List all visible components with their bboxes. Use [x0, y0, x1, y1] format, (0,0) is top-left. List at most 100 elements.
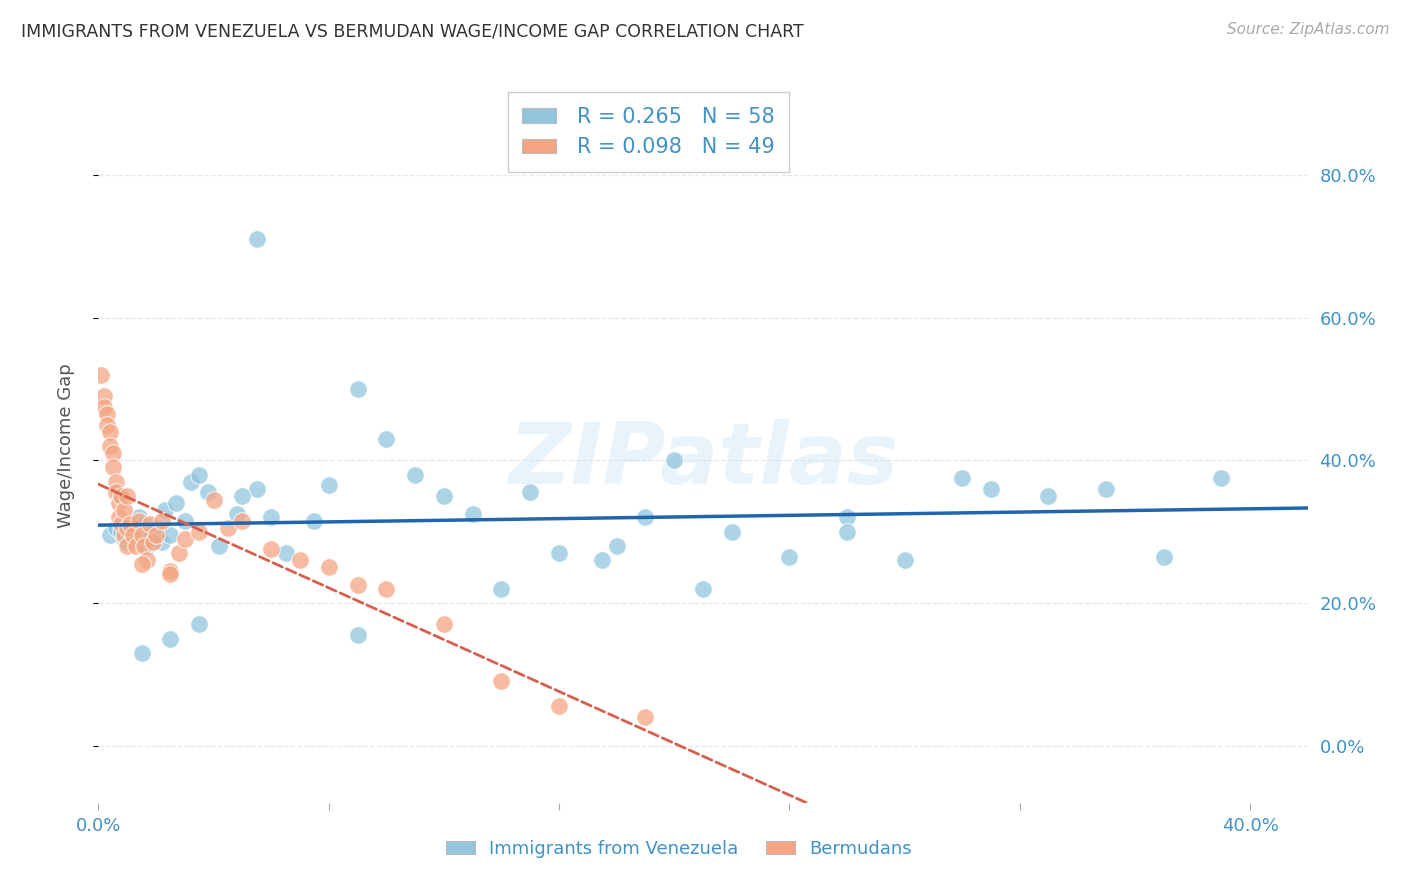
Point	[110, 524, 132, 539]
Point	[101, 446, 124, 460]
Point	[112, 528, 135, 542]
Point	[548, 699, 571, 714]
Point	[720, 524, 742, 539]
Point	[145, 521, 167, 535]
Point	[173, 532, 195, 546]
Point	[950, 471, 973, 485]
Point	[433, 489, 456, 503]
Point	[131, 528, 153, 542]
Point	[606, 539, 628, 553]
Point	[318, 560, 340, 574]
Point	[692, 582, 714, 596]
Point	[96, 417, 118, 432]
Point	[304, 514, 326, 528]
Point	[122, 517, 145, 532]
Point	[159, 528, 181, 542]
Point	[136, 539, 159, 553]
Point	[142, 535, 165, 549]
Point	[634, 710, 657, 724]
Legend: Immigrants from Venezuela, Bermudans: Immigrants from Venezuela, Bermudans	[439, 833, 920, 865]
Point	[346, 382, 368, 396]
Point	[197, 485, 219, 500]
Point	[107, 496, 129, 510]
Point	[159, 564, 181, 578]
Point	[231, 489, 253, 503]
Point	[208, 539, 231, 553]
Point	[375, 582, 398, 596]
Point	[115, 539, 138, 553]
Point	[260, 510, 283, 524]
Point	[778, 549, 800, 564]
Point	[104, 485, 127, 500]
Point	[128, 510, 150, 524]
Point	[404, 467, 426, 482]
Point	[104, 475, 127, 489]
Point	[893, 553, 915, 567]
Point	[131, 528, 153, 542]
Point	[110, 517, 132, 532]
Point	[1211, 471, 1233, 485]
Point	[433, 617, 456, 632]
Point	[375, 432, 398, 446]
Point	[150, 535, 173, 549]
Point	[115, 535, 138, 549]
Point	[145, 528, 167, 542]
Point	[835, 510, 858, 524]
Point	[104, 521, 127, 535]
Point	[101, 460, 124, 475]
Point	[120, 517, 142, 532]
Point	[139, 532, 162, 546]
Point	[173, 514, 195, 528]
Point	[98, 439, 121, 453]
Point	[110, 489, 132, 503]
Point	[835, 524, 858, 539]
Point	[188, 617, 211, 632]
Point	[125, 539, 148, 553]
Point	[180, 475, 202, 489]
Point	[120, 528, 142, 542]
Point	[188, 467, 211, 482]
Text: ZIPatlas: ZIPatlas	[508, 418, 898, 502]
Point	[980, 482, 1002, 496]
Point	[519, 485, 541, 500]
Point	[112, 532, 135, 546]
Point	[202, 492, 225, 507]
Point	[260, 542, 283, 557]
Text: IMMIGRANTS FROM VENEZUELA VS BERMUDAN WAGE/INCOME GAP CORRELATION CHART: IMMIGRANTS FROM VENEZUELA VS BERMUDAN WA…	[21, 22, 804, 40]
Point	[139, 517, 162, 532]
Point	[461, 507, 484, 521]
Point	[274, 546, 297, 560]
Point	[107, 510, 129, 524]
Point	[1038, 489, 1060, 503]
Point	[136, 553, 159, 567]
Point	[591, 553, 613, 567]
Point	[159, 632, 181, 646]
Point	[231, 514, 253, 528]
Point	[288, 553, 311, 567]
Point	[664, 453, 686, 467]
Point	[134, 517, 156, 532]
Point	[246, 232, 269, 246]
Point	[153, 503, 176, 517]
Point	[188, 524, 211, 539]
Point	[217, 521, 239, 535]
Point	[346, 628, 368, 642]
Point	[115, 489, 138, 503]
Point	[246, 482, 269, 496]
Point	[98, 528, 121, 542]
Point	[1153, 549, 1175, 564]
Point	[112, 503, 135, 517]
Point	[131, 557, 153, 571]
Point	[491, 674, 513, 689]
Y-axis label: Wage/Income Gap: Wage/Income Gap	[56, 364, 75, 528]
Point	[131, 646, 153, 660]
Point	[225, 507, 247, 521]
Point	[165, 496, 187, 510]
Point	[134, 539, 156, 553]
Point	[93, 400, 115, 414]
Point	[318, 478, 340, 492]
Point	[150, 514, 173, 528]
Point	[93, 389, 115, 403]
Point	[122, 528, 145, 542]
Point	[634, 510, 657, 524]
